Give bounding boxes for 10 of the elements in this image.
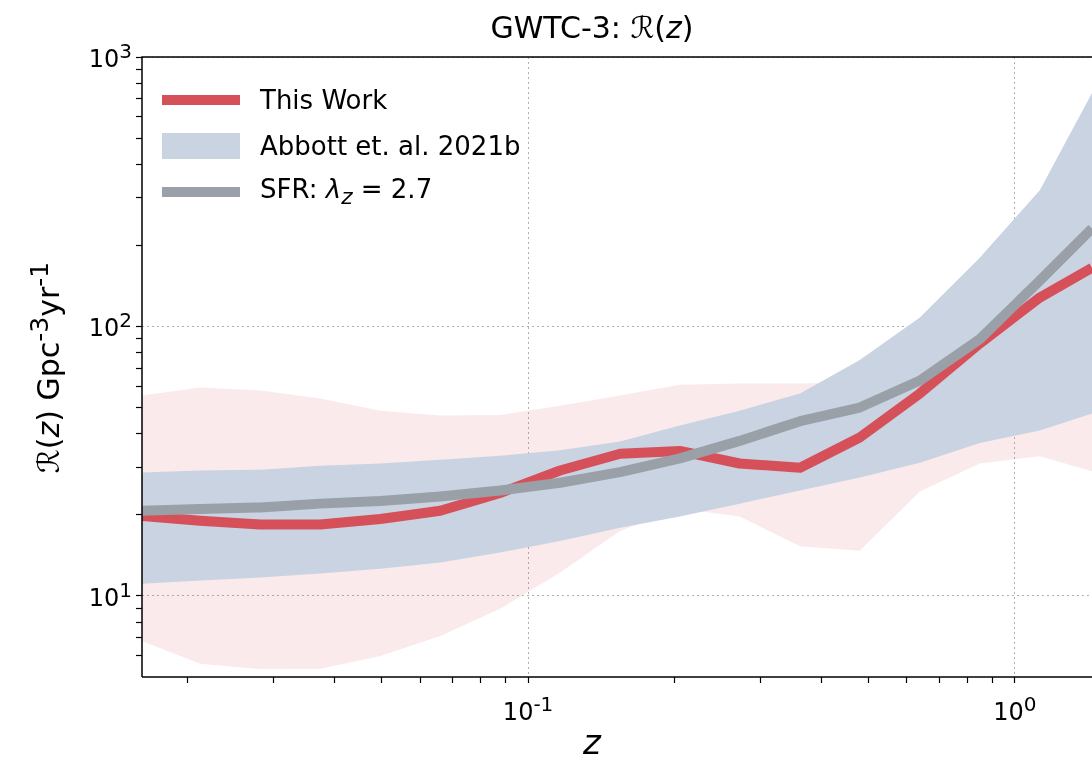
legend-label: This Work [260,85,388,115]
x-tick-label: 10$^{0}$ [992,692,1038,726]
y-tick-label: 10$^{2}$ [88,308,132,343]
legend-label: Abbott et. al. 2021b [260,131,521,161]
legend-label: SFR: λ$_{z}$ = 2.7 [260,174,433,210]
chart-title: GWTC-3: ℛ(z) [489,10,695,45]
x-axis-title: z [583,722,601,762]
y-tick-label: 10$^{1}$ [88,577,132,612]
x-tick-label: 10$^{-1}$ [501,692,555,726]
y-tick-label: 10$^{3}$ [88,39,132,73]
